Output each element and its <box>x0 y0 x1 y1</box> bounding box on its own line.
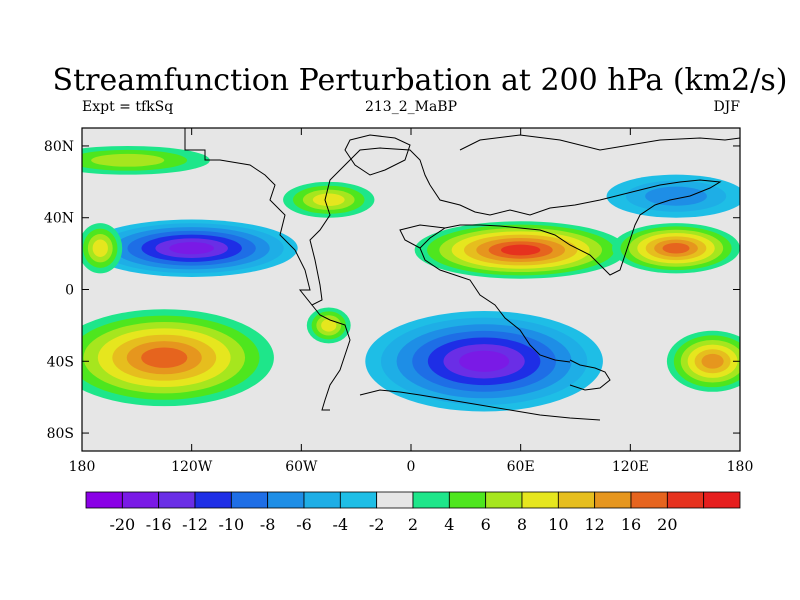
colorbar-swatch <box>85 491 123 509</box>
y-tick-label: 80S <box>47 426 74 442</box>
colorbar: -20 -16 -12 -10 -8 -6 -4 -2 2 4 6 8 10 12 16 20 <box>85 491 741 534</box>
coastline-antarctica <box>359 389 601 421</box>
colorbar-swatch <box>267 491 305 509</box>
contour-west-pacific-ridge <box>612 223 740 274</box>
colorbar-swatch <box>594 491 632 509</box>
colorbar-swatch <box>303 491 341 509</box>
colorbar-label: -8 <box>260 515 276 534</box>
contour-southern-atlantic-high <box>306 307 351 344</box>
left-string: Expt = tfkSq <box>82 99 173 115</box>
chart-title: Streamfunction Perturbation at 200 hPa (… <box>53 63 788 98</box>
contour-level <box>701 353 724 369</box>
contour-level <box>91 153 165 167</box>
y-axis: 80N 40N 0 40S 80S <box>44 139 740 442</box>
y-tick-label: 80N <box>44 139 74 155</box>
colorbar-swatch <box>521 491 559 509</box>
plot-area <box>82 128 740 451</box>
colorbar-swatch <box>230 491 269 509</box>
contour-level <box>459 350 510 372</box>
coastline-eurasia <box>419 179 722 363</box>
colorbar-label: -12 <box>182 515 208 534</box>
contour-north-atlantic-trough <box>85 219 298 277</box>
y-tick-label: 40N <box>44 211 74 227</box>
colorbar-label: 2 <box>408 515 418 534</box>
coastline-south-america <box>311 304 351 411</box>
contour-level <box>141 347 188 368</box>
y-tick-label: 0 <box>65 283 74 299</box>
colorbar-swatch <box>194 491 232 509</box>
contour-level <box>500 244 541 256</box>
colorbar-label: -10 <box>218 515 244 534</box>
contour-south-indian-trough <box>365 311 603 412</box>
colorbar-swatch <box>412 491 450 509</box>
contour-level <box>92 239 108 257</box>
x-tick-label: 60W <box>285 459 318 475</box>
contour-level <box>645 186 707 206</box>
contour-level <box>312 193 345 207</box>
x-axis: 180 120W 60W 0 60E 120E 180 <box>69 128 754 475</box>
coastlines <box>184 128 740 421</box>
colorbar-label: -6 <box>296 515 312 534</box>
coastline-arctic <box>459 134 740 151</box>
colorbar-swatch <box>376 491 414 509</box>
colorbar-label: -2 <box>369 515 385 534</box>
colorbar-label: 10 <box>548 515 568 534</box>
x-tick-label: 0 <box>407 459 416 475</box>
colorbar-swatch <box>485 491 523 509</box>
contour-far-east-trough <box>606 174 740 218</box>
contour-arctic-high <box>82 145 210 175</box>
right-string: DJF <box>713 99 740 115</box>
contour-south-pacific-ridge <box>666 330 740 392</box>
colorbar-label: 12 <box>584 515 604 534</box>
colorbar-label: 16 <box>621 515 641 534</box>
colorbar-swatch <box>557 491 596 509</box>
colorbar-label: 20 <box>657 515 677 534</box>
contour-layer <box>82 145 740 412</box>
x-tick-label: 120W <box>171 459 213 475</box>
x-tick-label: 180 <box>69 459 96 475</box>
x-tick-label: 180 <box>727 459 754 475</box>
x-tick-label: 60E <box>507 459 535 475</box>
contour-north-american-high <box>283 181 375 218</box>
contour-south-pacific-low <box>82 223 123 274</box>
contour-level <box>169 242 214 255</box>
colorbar-swatch <box>339 491 378 509</box>
coastline-greenland <box>344 134 411 176</box>
colorbar-label: -16 <box>146 515 172 534</box>
colorbar-label: -20 <box>109 515 135 534</box>
contour-level <box>662 242 690 254</box>
colorbar-label: 6 <box>481 515 491 534</box>
contour-level <box>321 319 337 332</box>
colorbar-swatch <box>666 491 705 509</box>
contour-southeast-pacific-ridge <box>82 309 274 407</box>
colorbar-swatch <box>630 491 668 509</box>
colorbar-label: 4 <box>444 515 454 534</box>
x-tick-label: 120E <box>612 459 649 475</box>
y-tick-label: 40S <box>47 354 74 370</box>
colorbar-swatch <box>121 491 160 509</box>
colorbar-label: -4 <box>333 515 349 534</box>
colorbar-swatch <box>158 491 196 509</box>
colorbar-swatch <box>448 491 487 509</box>
coastline-africa <box>399 224 446 249</box>
center-string: 213_2_MaBP <box>365 99 457 115</box>
contour-africa-ridge <box>414 221 627 279</box>
coastline-australia <box>569 359 611 391</box>
colorbar-swatch <box>703 491 741 509</box>
colorbar-label: 8 <box>517 515 527 534</box>
